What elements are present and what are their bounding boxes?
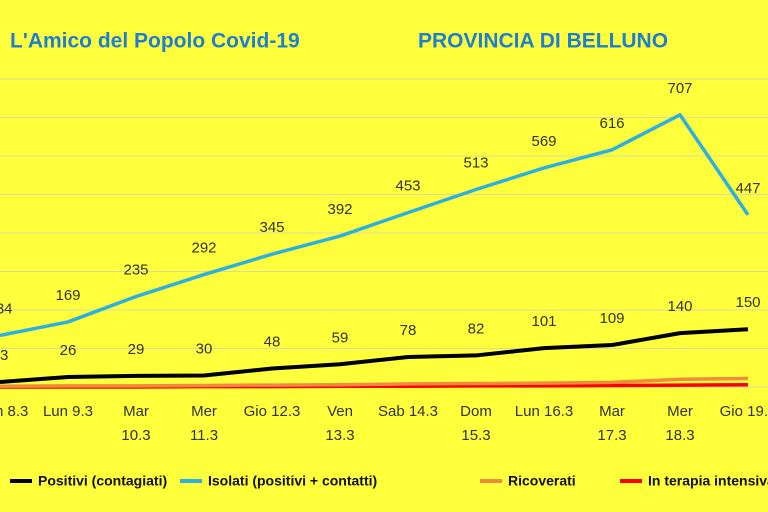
x-tick-label: Dom 15.3 bbox=[460, 403, 492, 444]
data-label: 30 bbox=[196, 340, 213, 357]
x-tick-label: Lun 16.3 bbox=[515, 403, 573, 420]
series-line bbox=[0, 327, 749, 384]
data-label: 569 bbox=[531, 133, 556, 150]
chart-title: L'Amico del Popolo Covid-19 bbox=[10, 30, 300, 53]
x-tick-label: Gio 19.3 bbox=[720, 403, 768, 420]
x-tick-label: Dom 8.3 bbox=[0, 403, 28, 420]
data-label: 134 bbox=[0, 300, 13, 317]
chart-subtitle: PROVINCIA DI BELLUNO bbox=[418, 30, 668, 53]
data-label: 101 bbox=[531, 313, 556, 330]
data-label: 48 bbox=[264, 333, 281, 350]
legend-label: Isolati (positivi + contatti) bbox=[208, 473, 377, 489]
data-label: 447 bbox=[735, 180, 760, 197]
x-tick-label: Mer 11.3 bbox=[190, 403, 218, 444]
legend-label: Ricoverati bbox=[508, 473, 576, 489]
x-tick-label: Ven 13.3 bbox=[325, 403, 354, 444]
data-label: 140 bbox=[667, 298, 692, 315]
x-tick-label: Sab 14.3 bbox=[378, 403, 438, 420]
data-label: 26 bbox=[60, 342, 77, 359]
x-tick-label: Mar 10.3 bbox=[121, 403, 150, 444]
x-tick-label: Gio 12.3 bbox=[244, 403, 301, 420]
data-label: 345 bbox=[259, 219, 284, 236]
data-label: 150 bbox=[735, 294, 760, 311]
x-tick-label: Mer 18.3 bbox=[665, 403, 694, 444]
data-label: 513 bbox=[463, 154, 488, 171]
x-tick-label: Mar 17.3 bbox=[597, 403, 626, 444]
data-label: 453 bbox=[395, 178, 420, 195]
x-tick-label: Lun 9.3 bbox=[43, 403, 93, 420]
data-label: 235 bbox=[123, 261, 148, 278]
data-label: 109 bbox=[599, 310, 624, 327]
data-label: 169 bbox=[55, 287, 80, 304]
data-label: 13 bbox=[0, 347, 8, 364]
data-label: 707 bbox=[667, 80, 692, 97]
series-line bbox=[0, 113, 750, 338]
data-label: 29 bbox=[128, 341, 145, 358]
legend-label: Positivi (contagiati) bbox=[38, 473, 167, 489]
data-label: 59 bbox=[332, 329, 349, 346]
data-label: 82 bbox=[468, 320, 485, 337]
legend-label: In terapia intensiva bbox=[648, 473, 768, 489]
data-label: 392 bbox=[327, 201, 352, 218]
data-label: 292 bbox=[191, 240, 216, 257]
series-line bbox=[0, 376, 749, 388]
data-label: 78 bbox=[400, 322, 417, 339]
data-label: 616 bbox=[599, 115, 624, 132]
